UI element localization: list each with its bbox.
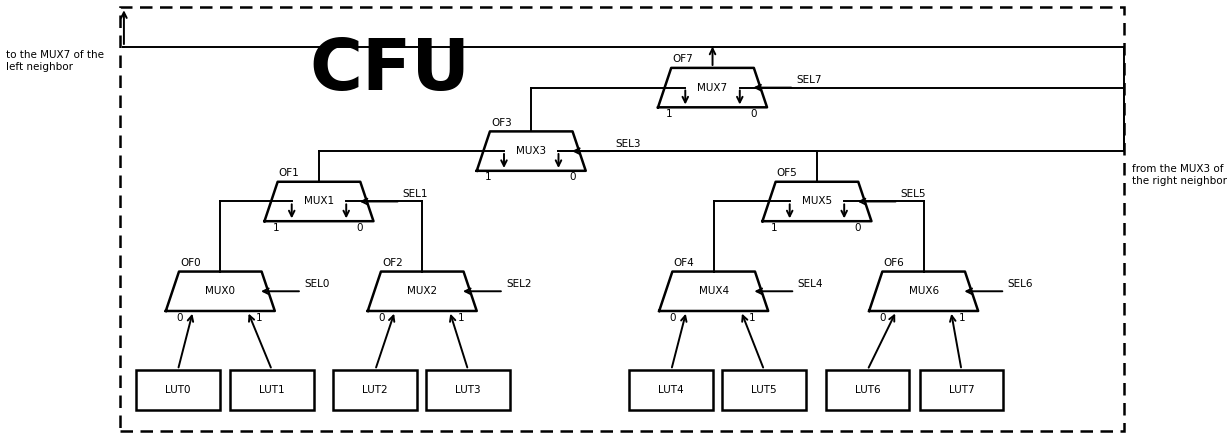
Text: OF4: OF4	[674, 258, 694, 268]
Text: CFU: CFU	[310, 35, 471, 105]
Text: MUX6: MUX6	[909, 286, 938, 296]
Text: SEL1: SEL1	[402, 189, 428, 199]
Bar	[137, 370, 220, 410]
Bar	[920, 370, 1004, 410]
Polygon shape	[166, 272, 274, 311]
Text: 0: 0	[855, 223, 861, 233]
Bar	[121, 7, 1124, 431]
Text: SEL4: SEL4	[797, 279, 823, 289]
Text: 1: 1	[770, 223, 777, 233]
Text: OF5: OF5	[777, 168, 797, 178]
Text: 0: 0	[378, 313, 385, 323]
Text: 1: 1	[256, 313, 262, 323]
Bar	[825, 370, 909, 410]
Polygon shape	[368, 272, 477, 311]
Text: LUT7: LUT7	[948, 385, 974, 395]
Text: MUX7: MUX7	[697, 83, 728, 92]
Text: MUX2: MUX2	[407, 286, 438, 296]
Text: from the MUX3 of
the right neighbor: from the MUX3 of the right neighbor	[1133, 164, 1228, 186]
Text: MUX3: MUX3	[517, 146, 546, 156]
Text: SEL7: SEL7	[796, 75, 822, 85]
Polygon shape	[870, 272, 978, 311]
Text: LUT4: LUT4	[658, 385, 684, 395]
Polygon shape	[264, 182, 374, 221]
Text: 0: 0	[357, 223, 363, 233]
Text: LUT1: LUT1	[260, 385, 284, 395]
Bar	[333, 370, 417, 410]
Text: SEL2: SEL2	[506, 279, 531, 289]
Text: MUX1: MUX1	[304, 197, 335, 206]
Text: LUT5: LUT5	[752, 385, 777, 395]
Bar	[230, 370, 314, 410]
Text: OF6: OF6	[883, 258, 904, 268]
Polygon shape	[477, 131, 585, 171]
Text: 1: 1	[272, 223, 279, 233]
Text: MUX5: MUX5	[802, 197, 831, 206]
Text: SEL3: SEL3	[615, 139, 641, 149]
Text: LUT0: LUT0	[165, 385, 191, 395]
Text: 0: 0	[750, 109, 756, 119]
Text: SEL5: SEL5	[900, 189, 926, 199]
Text: 1: 1	[485, 172, 491, 182]
Text: LUT6: LUT6	[855, 385, 881, 395]
Text: OF0: OF0	[180, 258, 200, 268]
Text: 1: 1	[458, 313, 464, 323]
Text: MUX4: MUX4	[699, 286, 728, 296]
Polygon shape	[659, 272, 769, 311]
Text: OF3: OF3	[491, 118, 512, 128]
Text: 1: 1	[665, 109, 673, 119]
Polygon shape	[763, 182, 871, 221]
Bar	[427, 370, 510, 410]
Text: SEL0: SEL0	[304, 279, 330, 289]
Text: SEL6: SEL6	[1007, 279, 1033, 289]
Text: 0: 0	[569, 172, 576, 182]
Text: 1: 1	[749, 313, 755, 323]
Text: 0: 0	[669, 313, 676, 323]
Text: 0: 0	[879, 313, 886, 323]
Text: LUT2: LUT2	[363, 385, 387, 395]
Text: MUX0: MUX0	[205, 286, 235, 296]
Text: LUT3: LUT3	[455, 385, 481, 395]
Text: OF7: OF7	[673, 54, 694, 64]
Bar	[722, 370, 806, 410]
Text: 1: 1	[959, 313, 966, 323]
Bar	[630, 370, 713, 410]
Text: OF1: OF1	[279, 168, 300, 178]
Text: OF2: OF2	[383, 258, 403, 268]
Text: to the MUX7 of the
left neighbor: to the MUX7 of the left neighbor	[6, 50, 103, 72]
Polygon shape	[658, 68, 768, 107]
Text: 0: 0	[176, 313, 182, 323]
